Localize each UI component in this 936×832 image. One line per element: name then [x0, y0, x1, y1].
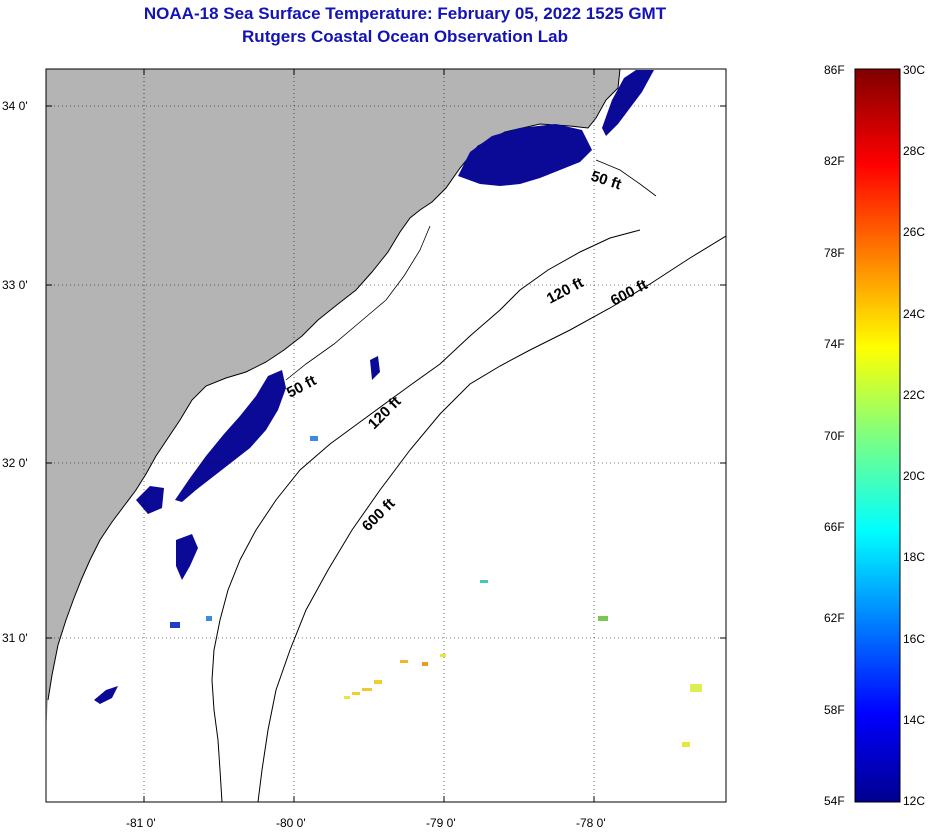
cold-water-patches [94, 70, 654, 704]
cold-patch-south2 [176, 534, 198, 580]
colorbar-c-label: 28C [903, 144, 926, 159]
colorbar-c-label: 22C [903, 387, 926, 402]
lat-label-32: 32 0' [2, 456, 28, 470]
contour-50ft [285, 159, 657, 381]
contour-600ft [257, 235, 726, 802]
lon-label-79: -79 0' [426, 816, 456, 830]
colorbar [854, 68, 901, 803]
colorbar-f-label: 58F [824, 702, 845, 717]
lon-label-80: -80 0' [276, 816, 306, 830]
map-title: NOAA-18 Sea Surface Temperature: Februar… [143, 4, 667, 23]
lat-label-33: 33 0' [2, 278, 28, 292]
cold-patch-mid [175, 370, 286, 502]
cold-patch-small [370, 356, 380, 380]
lat-label-31: 31 0' [2, 631, 28, 645]
lon-label-81: -81 0' [126, 816, 156, 830]
lat-label-34: 34 0' [2, 99, 28, 113]
warm-pixels [170, 436, 702, 747]
colorbar-f-label: 70F [824, 428, 845, 443]
colorbar-f-label: 62F [824, 611, 845, 626]
colorbar-c-label: 16C [903, 631, 926, 646]
cold-patch-north [458, 124, 592, 186]
frame-ticks [46, 69, 726, 802]
colorbar-c-label: 24C [903, 306, 926, 321]
colorbar-c-label: 18C [903, 550, 926, 565]
colorbar-c-label: 12C [903, 794, 926, 808]
contour-120ft [211, 229, 641, 802]
cold-patch-south1 [136, 486, 164, 514]
map-subtitle: Rutgers Coastal Ocean Observation Lab [242, 27, 568, 46]
lon-label-78: -78 0' [576, 816, 606, 830]
colorbar-f-label: 74F [824, 337, 845, 352]
map-frame [45, 68, 727, 803]
graticule [46, 69, 726, 802]
colorbar-c-label: 20C [903, 469, 926, 484]
land-mass [46, 69, 620, 730]
colorbar-f-label: 78F [824, 245, 845, 260]
colorbar-f-label: 54F [824, 794, 845, 808]
cold-patch-south3 [94, 686, 118, 704]
colorbar-c-label: 14C [903, 712, 926, 727]
colorbar-c-label: 30C [903, 63, 926, 77]
cold-patch-cape [602, 70, 654, 136]
colorbar-f-label: 82F [824, 154, 845, 169]
colorbar-f-label: 66F [824, 519, 845, 534]
colorbar-f-label: 86F [824, 63, 845, 77]
colorbar-c-label: 26C [903, 225, 926, 240]
